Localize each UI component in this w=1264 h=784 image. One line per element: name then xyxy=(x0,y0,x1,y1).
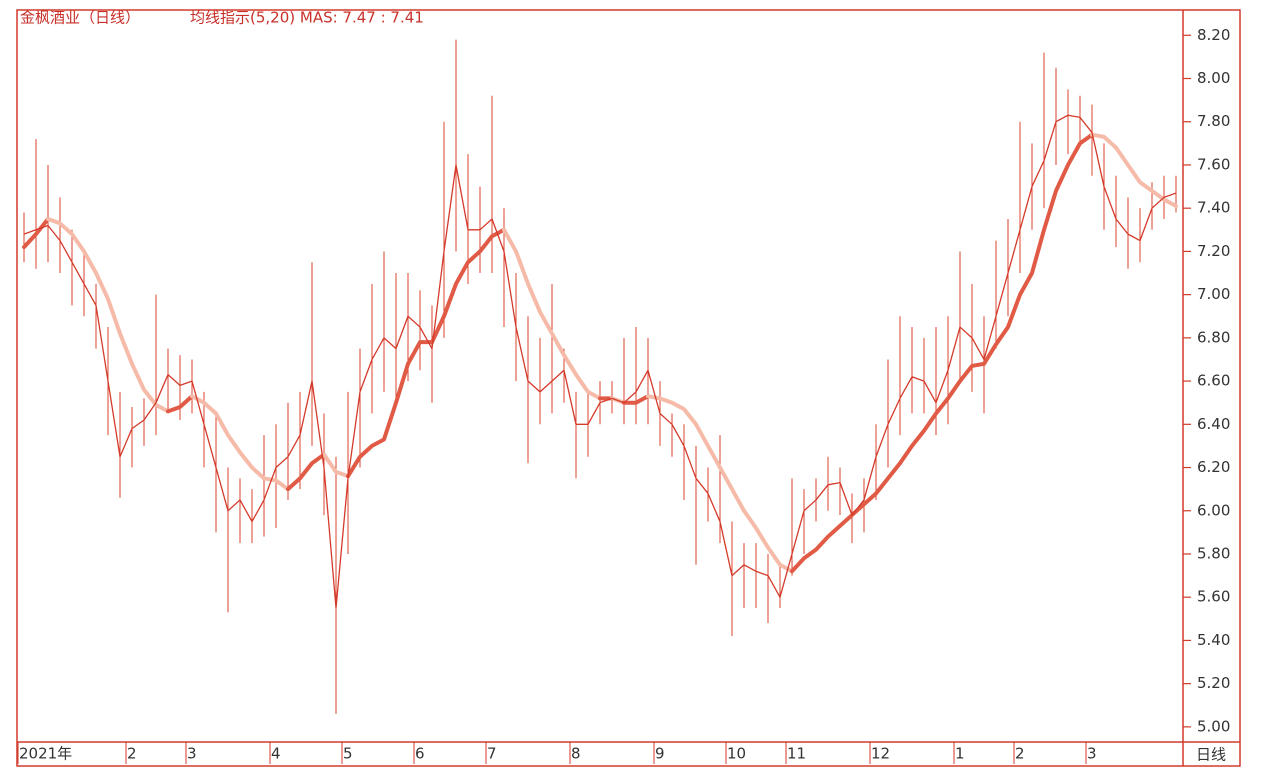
x-tick-label: 5 xyxy=(343,745,353,763)
ma20-line xyxy=(502,227,602,401)
y-tick-label: 7.60 xyxy=(1197,155,1230,173)
y-tick-label: 8.00 xyxy=(1197,69,1230,87)
y-tick-label: 5.40 xyxy=(1197,631,1230,649)
y-tick-label: 5.00 xyxy=(1197,717,1230,735)
x-tick-label: 2 xyxy=(1015,745,1025,763)
chart-title: 金枫酒业（日线） xyxy=(20,9,140,27)
x-tick-label: 1 xyxy=(955,745,965,763)
y-tick-label: 6.80 xyxy=(1197,328,1230,346)
ma20-line xyxy=(46,216,170,414)
ma20-line xyxy=(286,452,326,492)
x-tick-label: 4 xyxy=(271,745,281,763)
y-tick-label: 6.60 xyxy=(1197,372,1230,390)
y-tick-label: 6.20 xyxy=(1197,458,1230,476)
ma20-line xyxy=(22,216,50,250)
y-tick-label: 7.00 xyxy=(1197,285,1230,303)
x-tick-label: 8 xyxy=(571,745,581,763)
y-tick-label: 6.00 xyxy=(1197,501,1230,519)
ma20-line xyxy=(322,452,350,479)
y-tick-label: 6.40 xyxy=(1197,415,1230,433)
y-tick-label: 7.40 xyxy=(1197,199,1230,217)
ma20-line xyxy=(166,394,194,414)
x-tick-label: 6 xyxy=(415,745,425,763)
ma20-line xyxy=(646,394,794,574)
y-tick-label: 5.60 xyxy=(1197,588,1230,606)
ma20-line xyxy=(346,227,506,479)
ma20-line xyxy=(1090,132,1178,209)
y-tick-label: 5.20 xyxy=(1197,674,1230,692)
y-tick-label: 5.80 xyxy=(1197,544,1230,562)
x-tick-label: 2 xyxy=(127,745,137,763)
y-tick-label: 7.80 xyxy=(1197,112,1230,130)
y-tick-label: 8.20 xyxy=(1197,26,1230,44)
x-tick-label: 9 xyxy=(655,745,665,763)
y-tick-label: 7.20 xyxy=(1197,242,1230,260)
x-tick-label: 11 xyxy=(787,745,806,763)
ma5-line xyxy=(23,114,1177,609)
x-tick-label: 2021年 xyxy=(19,745,72,763)
ma20-line xyxy=(790,132,1094,574)
x-tick-label: 10 xyxy=(727,745,746,763)
x-tick-label: 12 xyxy=(871,745,890,763)
indicator-label: 均线指示(5,20) MAS: 7.47 : 7.41 xyxy=(190,9,424,27)
frame xyxy=(16,9,1241,767)
x-tick-label: 7 xyxy=(487,745,497,763)
ma20-line xyxy=(622,394,650,405)
x-tick-label: 3 xyxy=(1087,745,1097,763)
x-tick-label: 3 xyxy=(187,745,197,763)
period-label: 日线 xyxy=(1196,746,1226,764)
